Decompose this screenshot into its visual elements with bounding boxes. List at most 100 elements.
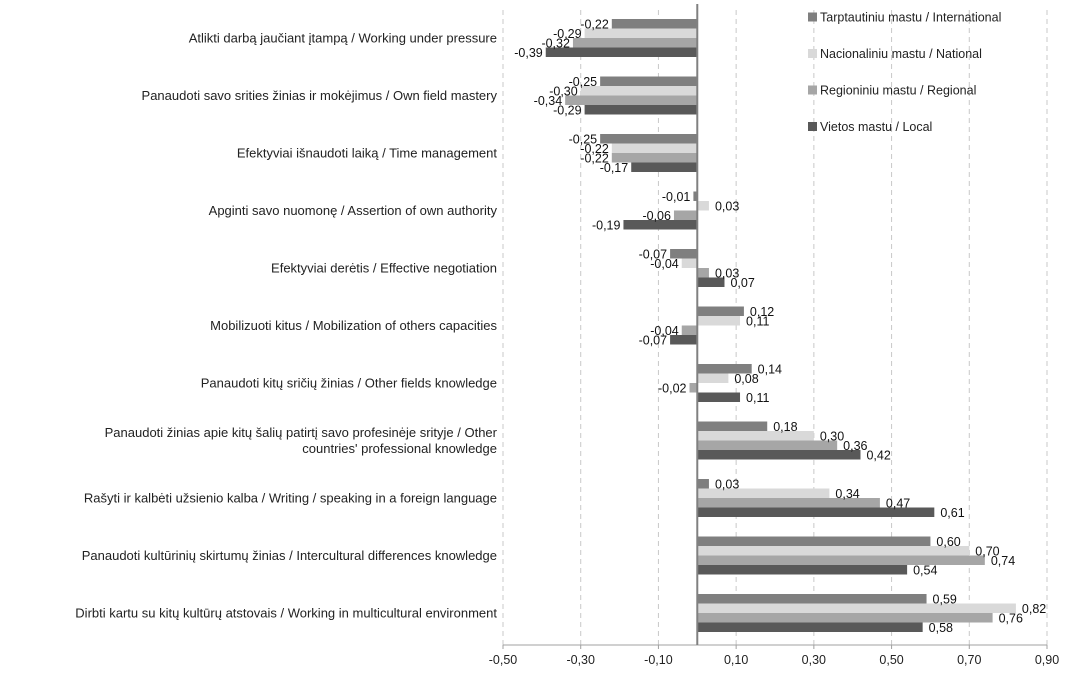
x-tick-label: -0,30 <box>566 653 595 667</box>
value-label: 0,14 <box>758 362 782 376</box>
value-label: -0,04 <box>650 257 679 271</box>
category-label: Atlikti darbą jaučiant įtampą / Working … <box>189 31 497 46</box>
value-label: 0,61 <box>940 506 964 520</box>
x-tick-labels: -0,50 -0,30 -0,10 0,10 0,30 0,50 0,70 0,90 <box>489 653 1059 667</box>
grid-lines <box>502 10 1048 645</box>
value-label: 0,11 <box>746 391 769 405</box>
value-label: 0,34 <box>835 487 859 501</box>
x-tick-label: -0,10 <box>644 653 673 667</box>
bar <box>697 603 1016 613</box>
bar <box>697 622 923 632</box>
bar <box>670 249 698 259</box>
legend: Tarptautiniu mastu / International Nacion… <box>808 11 1001 134</box>
bar <box>572 38 698 48</box>
category-label: Efektyviai derėtis / Effective negotiati… <box>271 261 497 276</box>
x-tick-label: 0,50 <box>879 653 903 667</box>
x-tick-label: 0,90 <box>1035 653 1059 667</box>
axes <box>502 4 1048 649</box>
value-label: 0,59 <box>933 592 957 606</box>
x-tick-label: -0,50 <box>489 653 518 667</box>
legend-swatch <box>808 85 817 95</box>
legend-swatch <box>808 49 817 58</box>
value-label: -0,29 <box>553 27 582 41</box>
category-label: Apginti savo nuomonę / Assertion of own … <box>209 203 498 218</box>
category-label: Efektyviai išnaudoti laiką / Time manage… <box>237 146 498 161</box>
value-label: -0,25 <box>569 75 598 89</box>
bar <box>673 210 698 220</box>
value-label: -0,19 <box>592 218 621 232</box>
value-label: 0,76 <box>999 611 1023 625</box>
value-label: 0,03 <box>715 199 739 213</box>
bar <box>693 191 698 201</box>
legend-swatch <box>808 12 817 22</box>
bar <box>697 498 880 508</box>
value-label: 0,03 <box>715 266 739 280</box>
bar <box>697 594 927 604</box>
value-label: -0,22 <box>580 151 609 165</box>
bar <box>600 76 698 86</box>
bar <box>611 19 698 29</box>
bar <box>697 536 931 546</box>
bar <box>631 162 698 172</box>
value-label: -0,07 <box>639 247 668 261</box>
bar <box>623 220 698 230</box>
bar <box>580 86 698 96</box>
bar <box>697 488 830 498</box>
value-label: 0,58 <box>929 621 953 635</box>
bar <box>584 28 698 38</box>
value-label: -0,17 <box>600 161 629 175</box>
bar <box>697 277 725 287</box>
value-label: -0,25 <box>569 132 598 146</box>
category-label: countries' professional knowledge <box>302 441 497 456</box>
x-tick-label: 0,70 <box>957 653 981 667</box>
bar <box>697 364 752 374</box>
category-label: Dirbti kartu su kitų kultūrų atstovais /… <box>75 606 497 621</box>
value-label: 0,60 <box>936 535 960 549</box>
value-label: -0,04 <box>650 324 679 338</box>
legend-label: Tarptautiniu mastu / International <box>820 11 1001 25</box>
legend-label: Regioniniu mastu / Regional <box>820 84 976 98</box>
bar <box>670 335 698 345</box>
bar <box>611 153 698 163</box>
category-label: Rašyti ir kalbėti užsienio kalba / Writi… <box>84 491 497 506</box>
bar <box>697 479 709 489</box>
category-label: Panaudoti savo srities žinias ir mokėjim… <box>142 88 498 103</box>
bar <box>697 421 768 431</box>
bar <box>697 316 741 326</box>
category-label: Mobilizuoti kitus / Mobilization of othe… <box>210 318 497 333</box>
bar <box>697 555 985 565</box>
value-label: -0,06 <box>642 209 671 223</box>
bar <box>697 613 993 623</box>
bar <box>697 450 861 460</box>
bar <box>697 268 709 278</box>
bar <box>545 47 698 57</box>
value-label: 0,12 <box>750 305 774 319</box>
value-labels: -0,22-0,29-0,32-0,39-0,25-0,30-0,34-0,29… <box>514 17 1046 635</box>
legend-label: Nacionaliniu mastu / National <box>820 47 982 61</box>
value-label: 0,30 <box>820 429 844 443</box>
bar <box>689 383 698 393</box>
value-label: -0,30 <box>549 84 578 98</box>
value-label: -0,34 <box>534 94 563 108</box>
bar <box>697 306 744 316</box>
value-label: 0,74 <box>991 554 1015 568</box>
value-label: -0,22 <box>580 17 609 31</box>
bar <box>697 201 709 211</box>
value-label: -0,02 <box>658 381 687 395</box>
value-label: -0,32 <box>541 36 570 50</box>
value-label: 0,70 <box>975 544 999 558</box>
category-label: Panaudoti kultūrinių skirtumų žinias / I… <box>82 548 497 563</box>
value-label: 0,18 <box>773 420 797 434</box>
bar <box>681 325 698 335</box>
category-label: Panaudoti žinias apie kitų šalių patirtį… <box>105 425 498 440</box>
value-label: 0,36 <box>843 439 867 453</box>
value-label: -0,01 <box>662 190 691 204</box>
value-label: 0,47 <box>886 496 910 510</box>
bar <box>697 565 908 575</box>
bar <box>611 143 698 153</box>
bar <box>697 440 838 450</box>
value-label: -0,29 <box>553 103 582 117</box>
value-label: -0,22 <box>580 142 609 156</box>
value-label: -0,39 <box>514 46 543 60</box>
